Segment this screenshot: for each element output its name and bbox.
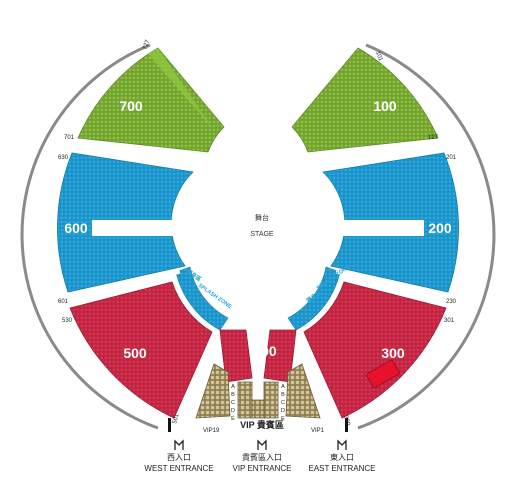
vip-section-left[interactable] [195, 363, 231, 419]
vip-row-e-right: E [281, 416, 285, 422]
seat-number-601: 601 [58, 299, 69, 305]
vip-row-b-right: B [281, 392, 285, 398]
vip-row-d-left: D [231, 408, 235, 414]
outer-arc-left [20, 43, 159, 430]
aisle-right-upper [315, 144, 447, 164]
seat-number-701: 701 [64, 135, 75, 141]
section-200-aisle [324, 220, 424, 236]
seat-number-630: 630 [58, 155, 69, 161]
section-300[interactable] [303, 281, 447, 419]
seat-number-127: 127 [428, 135, 439, 141]
section-500-label: 500 [123, 345, 147, 361]
section-600-label: 600 [64, 220, 88, 236]
section-500[interactable] [69, 281, 213, 419]
west-gate-post [168, 418, 171, 432]
vip-left-number: VIP19 [203, 428, 220, 434]
west-entrance-zh: 西入口 [167, 453, 191, 462]
vip-row-a-right: A [281, 384, 285, 390]
vip-entrance-icon [257, 439, 267, 450]
vip-row-d-right: D [281, 408, 285, 414]
section-300-label: 300 [381, 345, 405, 361]
vip-entrance[interactable]: 貴賓區入口 VIP ENTRANCE [233, 439, 292, 473]
seat-number-530: 530 [62, 318, 73, 324]
seat-number-501: 501 [172, 413, 181, 425]
east-entrance-en: EAST ENTRANCE [309, 464, 376, 473]
vip-section-right[interactable] [285, 363, 321, 419]
seat-number-101: 101 [374, 51, 383, 63]
section-200-label: 200 [428, 220, 452, 236]
section-700-label: 700 [119, 98, 143, 114]
seat-number-330: 330 [342, 415, 351, 427]
aisle-right-lower [335, 270, 453, 302]
vip-row-a-left: A [231, 384, 235, 390]
vip-entrance-zh: 貴賓區入口 [242, 452, 282, 462]
aisle-left-lower [63, 270, 181, 302]
seat-number-201: 201 [446, 155, 457, 161]
vip-row-b-left: B [231, 392, 235, 398]
vip-section-right-inner[interactable] [263, 381, 279, 419]
vip-row-letters-right: A B C D E [281, 384, 285, 422]
vip-section-center[interactable] [251, 399, 265, 419]
section-100-label: 100 [373, 98, 397, 114]
seat-number-727: 727 [142, 39, 151, 51]
outer-arc-right [357, 43, 496, 430]
vip-entrance-en: VIP ENTRANCE [233, 464, 292, 473]
section-400-label: 400 [253, 343, 277, 359]
vip-row-c-left: C [231, 400, 235, 406]
section-700[interactable] [77, 47, 225, 153]
vip-section-left-inner[interactable] [237, 381, 253, 419]
vip-row-letters-left: A B C D E [231, 384, 235, 422]
west-entrance[interactable]: 西入口 WEST ENTRANCE [144, 439, 214, 473]
section-300-accessible-area[interactable] [366, 359, 400, 389]
vip-right-number: VIP1 [311, 428, 325, 434]
west-entrance-en: WEST ENTRANCE [144, 464, 213, 473]
vip-row-e-left: E [231, 416, 235, 422]
section-600-aisle [92, 220, 192, 236]
east-gate-post [345, 418, 348, 432]
east-entrance-zh: 東入口 [330, 452, 354, 462]
east-entrance[interactable]: 東入口 EAST ENTRANCE [309, 439, 376, 473]
seat-number-301: 301 [444, 318, 455, 324]
aisle-left-upper [69, 144, 201, 164]
section-400-left[interactable] [219, 329, 253, 383]
vip-area-label: VIP 貴賓區 [240, 419, 284, 430]
east-entrance-icon [337, 439, 347, 450]
section-700-edge [148, 48, 214, 130]
west-entrance-icon [174, 439, 184, 450]
vip-row-c-right: C [281, 400, 285, 406]
stage-label-zh: 舞台 [255, 213, 269, 222]
seat-number-230: 230 [446, 299, 457, 305]
section-100[interactable] [291, 47, 439, 153]
stage-label-en: STAGE [250, 231, 274, 238]
